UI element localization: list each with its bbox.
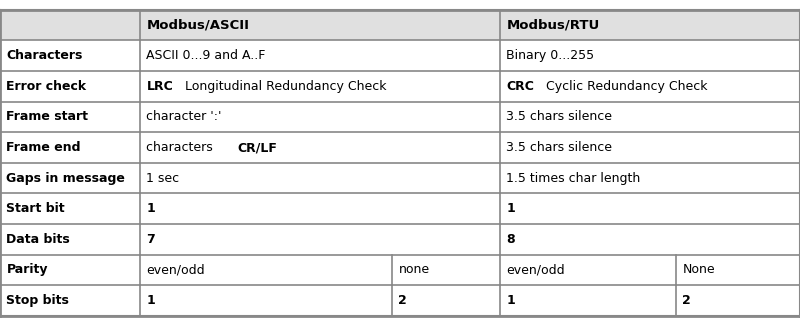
Bar	[0, 193, 800, 224]
Text: 1 sec: 1 sec	[146, 172, 179, 185]
Text: Start bit: Start bit	[6, 202, 65, 215]
Text: 2: 2	[398, 294, 407, 307]
Text: none: none	[398, 264, 430, 276]
Text: Frame end: Frame end	[6, 141, 81, 154]
Text: None: None	[682, 264, 715, 276]
Text: Binary 0...255: Binary 0...255	[506, 49, 594, 62]
Text: 2: 2	[682, 294, 691, 307]
Text: Modbus/RTU: Modbus/RTU	[506, 19, 600, 32]
Text: 1: 1	[506, 202, 515, 215]
Bar	[0, 255, 800, 285]
Bar	[0, 163, 800, 193]
Text: Cyclic Redundancy Check: Cyclic Redundancy Check	[542, 80, 708, 93]
Text: 8: 8	[506, 233, 515, 246]
Bar	[0, 71, 800, 102]
Bar	[0, 132, 800, 163]
Text: characters: characters	[146, 141, 217, 154]
Text: 3.5 chars silence: 3.5 chars silence	[506, 111, 613, 123]
Text: even/odd: even/odd	[146, 264, 205, 276]
Text: Frame start: Frame start	[6, 111, 89, 123]
Bar	[0, 224, 800, 255]
Bar	[0, 285, 800, 316]
Text: Data bits: Data bits	[6, 233, 70, 246]
Text: CR/LF: CR/LF	[238, 141, 278, 154]
Text: Longitudinal Redundancy Check: Longitudinal Redundancy Check	[181, 80, 386, 93]
Text: Stop bits: Stop bits	[6, 294, 70, 307]
Text: Gaps in message: Gaps in message	[6, 172, 126, 185]
Text: 1: 1	[146, 202, 155, 215]
Text: even/odd: even/odd	[506, 264, 565, 276]
Text: 1: 1	[506, 294, 515, 307]
Text: character ':': character ':'	[146, 111, 222, 123]
Text: 3.5 chars silence: 3.5 chars silence	[506, 141, 613, 154]
Text: LRC: LRC	[146, 80, 173, 93]
Text: Characters: Characters	[6, 49, 82, 62]
Text: Error check: Error check	[6, 80, 86, 93]
Text: 7: 7	[146, 233, 155, 246]
Text: 1: 1	[146, 294, 155, 307]
Bar	[0, 40, 800, 71]
Bar	[0, 10, 800, 40]
Text: Parity: Parity	[6, 264, 48, 276]
Bar	[0, 102, 800, 132]
Text: CRC: CRC	[506, 80, 534, 93]
Text: ASCII 0...9 and A..F: ASCII 0...9 and A..F	[146, 49, 266, 62]
Text: Modbus/ASCII: Modbus/ASCII	[146, 19, 250, 32]
Text: 1.5 times char length: 1.5 times char length	[506, 172, 641, 185]
